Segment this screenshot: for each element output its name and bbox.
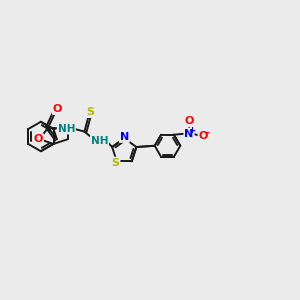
Text: N: N [184,128,194,139]
Text: NH: NH [58,124,75,134]
Text: N: N [120,132,129,142]
Text: -: - [205,128,209,138]
Text: +: + [188,126,195,135]
Text: O: O [185,116,194,126]
Text: O: O [199,131,208,141]
Text: O: O [34,134,43,144]
Text: S: S [86,107,94,117]
Text: O: O [53,104,62,114]
Text: NH: NH [91,136,108,146]
Text: S: S [112,158,120,167]
